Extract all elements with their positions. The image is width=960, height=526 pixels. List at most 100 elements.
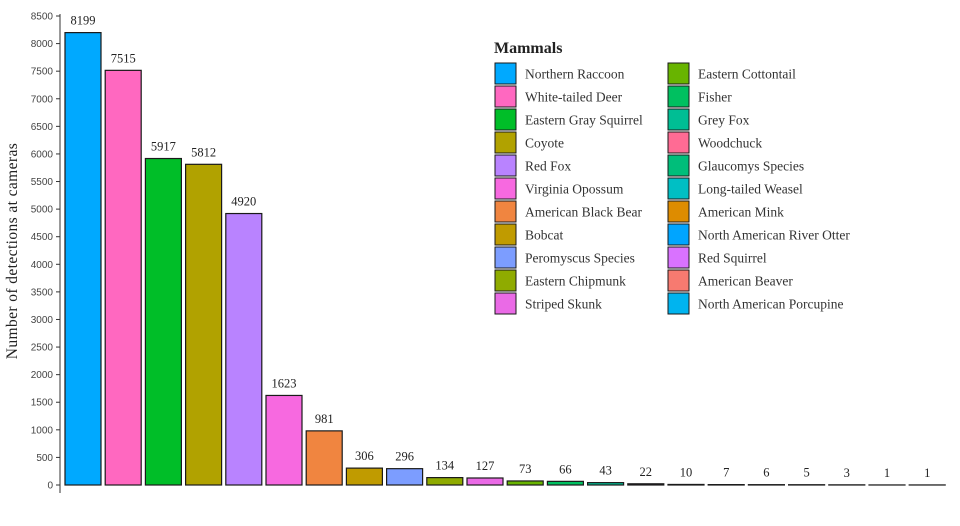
bar <box>546 480 585 486</box>
y-tick-label: 500 <box>36 453 53 464</box>
legend: Mammals Northern Raccoon White-tailed Dee… <box>494 40 850 315</box>
legend-swatch <box>494 223 517 246</box>
y-tick-label: 8500 <box>31 12 54 23</box>
legend-swatch <box>667 292 690 315</box>
y-tick-label: 6000 <box>31 149 54 160</box>
data-label: 981 <box>315 412 334 426</box>
legend-entry: Long-tailed Weasel <box>698 182 803 197</box>
data-label: 306 <box>355 449 374 463</box>
data-label: 4920 <box>231 195 256 209</box>
legend-swatch <box>494 200 517 223</box>
legend-swatch <box>667 108 690 131</box>
legend-entry: Bobcat <box>525 228 563 243</box>
legend-swatch <box>494 246 517 269</box>
data-label: 5917 <box>151 140 176 154</box>
legend-entry: Striped Skunk <box>525 297 602 312</box>
data-label: 1 <box>924 466 930 480</box>
y-tick-label: 8000 <box>31 39 54 50</box>
y-tick-label: 1000 <box>31 425 54 436</box>
bar <box>426 477 464 486</box>
y-tick-label: 5500 <box>31 177 54 188</box>
bar <box>506 480 544 486</box>
bar <box>627 483 665 486</box>
legend-entry: American Black Bear <box>525 205 642 220</box>
y-tick-label: 4000 <box>31 260 54 271</box>
legend-swatch <box>667 246 690 269</box>
data-label: 8199 <box>71 14 96 28</box>
data-label: 1 <box>884 466 890 480</box>
y-tick-label: 4500 <box>31 232 54 243</box>
legend-swatch <box>667 200 690 223</box>
legend-swatch <box>494 154 517 177</box>
y-tick-label: 7000 <box>31 94 54 105</box>
legend-swatch <box>667 131 690 154</box>
legend-entry: Eastern Gray Squirrel <box>525 113 643 128</box>
legend-swatch <box>494 62 517 85</box>
legend-swatch <box>667 85 690 108</box>
legend-entry: Glaucomys Species <box>698 159 804 174</box>
data-label: 7515 <box>111 51 136 65</box>
data-label: 43 <box>599 464 612 478</box>
y-tick-label: 7500 <box>31 67 54 78</box>
data-label: 10 <box>680 465 693 479</box>
legend-swatch <box>667 177 690 200</box>
legend-title: Mammals <box>494 40 562 57</box>
y-tick-label: 2000 <box>31 370 54 381</box>
bar <box>345 467 383 486</box>
data-label: 66 <box>559 462 572 476</box>
legend-entry: Woodchuck <box>698 136 762 151</box>
legend-swatch <box>667 223 690 246</box>
y-tick-label: 0 <box>47 481 53 492</box>
bar <box>225 212 263 486</box>
legend-entry: Eastern Cottontail <box>698 67 796 82</box>
legend-entry: Peromyscus Species <box>525 251 635 266</box>
y-tick-label: 2500 <box>31 343 54 354</box>
legend-entry: Coyote <box>525 136 564 151</box>
legend-swatch <box>494 269 517 292</box>
legend-entry: Red Squirrel <box>698 251 767 266</box>
bar <box>104 69 142 486</box>
legend-entry: White-tailed Deer <box>525 90 623 105</box>
y-tick-label: 1500 <box>31 398 54 409</box>
bar <box>305 430 343 486</box>
bar <box>386 468 424 486</box>
legend-entry: Red Fox <box>525 159 571 174</box>
data-label: 296 <box>395 450 414 464</box>
data-label: 73 <box>519 462 532 476</box>
bar <box>667 483 705 486</box>
y-tick-label: 3000 <box>31 315 54 326</box>
legend-swatch <box>667 269 690 292</box>
data-label: 6 <box>763 466 769 480</box>
legend-entry: American Mink <box>698 205 784 220</box>
data-label: 7 <box>723 466 729 480</box>
y-axis-title: Number of detections at cameras <box>4 143 21 359</box>
legend-entry: Virginia Opossum <box>525 182 624 197</box>
data-label: 5 <box>803 466 809 480</box>
bar <box>64 32 102 486</box>
y-axis: 0 500 1000 1500 2000 2500 3000 3500 4000 4500 5000… <box>31 12 61 493</box>
legend-entry: Grey Fox <box>698 113 750 128</box>
legend-entry: Eastern Chipmunk <box>525 274 626 289</box>
data-label: 127 <box>476 459 495 473</box>
legend-swatch <box>494 108 517 131</box>
y-tick-label: 3500 <box>31 287 54 298</box>
legend-swatch <box>667 154 690 177</box>
legend-entry: North American River Otter <box>698 228 850 243</box>
legend-entry: North American Porcupine <box>698 297 843 312</box>
bar <box>466 477 504 486</box>
data-label: 1623 <box>272 376 297 390</box>
legend-swatch <box>494 131 517 154</box>
legend-entry: Fisher <box>698 90 732 105</box>
legend-swatch <box>494 292 517 315</box>
bar <box>586 482 625 486</box>
legend-entry: American Beaver <box>698 274 793 289</box>
bar <box>265 394 303 486</box>
legend-entry: Northern Raccoon <box>525 67 625 82</box>
legend-swatch <box>494 177 517 200</box>
data-label: 134 <box>435 459 455 473</box>
value-labels: 8199 7515 5917 5812 4920 1623 981 306 296 134 127 7… <box>71 14 931 480</box>
data-label: 5812 <box>191 145 216 159</box>
legend-swatch <box>667 62 690 85</box>
bar <box>185 163 223 486</box>
